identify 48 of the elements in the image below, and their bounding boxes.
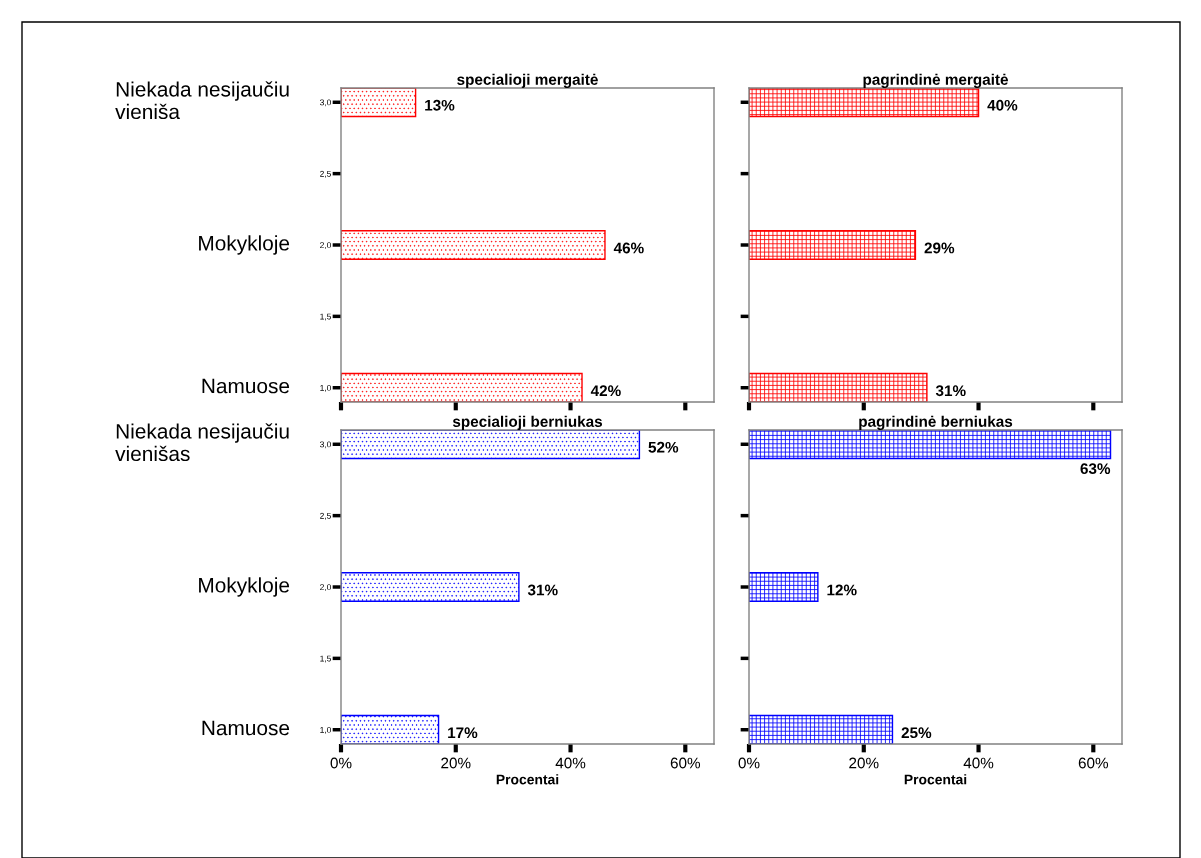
x-tick-label: 0% — [330, 757, 352, 769]
x-tick-label: 20% — [441, 757, 471, 769]
x-tick-label: 60% — [670, 757, 701, 769]
y-tick-label: 2,5 — [320, 170, 331, 178]
text: Namuose — [202, 720, 290, 736]
text: Mokykloje — [199, 577, 290, 597]
data-label: 31% — [935, 385, 966, 397]
y-tick-label: 1,0 — [320, 384, 331, 392]
text: Mokykloje — [199, 235, 290, 255]
data-label: 29% — [924, 242, 955, 254]
bar — [341, 572, 520, 602]
y-tick-label: 3,0 — [320, 441, 331, 449]
x-tick-label: 40% — [963, 757, 994, 769]
x-tick-label: 40% — [555, 757, 586, 769]
bar — [341, 430, 641, 460]
y-tick-label: 1,5 — [320, 313, 331, 321]
data-label: 25% — [901, 727, 932, 739]
data-label: 52% — [648, 441, 679, 453]
data-label: 12% — [827, 584, 857, 596]
data-label: 46% — [613, 242, 644, 254]
text: Namuose — [202, 378, 290, 394]
data-label: 17% — [448, 727, 478, 739]
x-tick-label: 20% — [849, 757, 879, 769]
y-tick-label: 3,0 — [320, 99, 331, 107]
y-tick-label: 1,0 — [320, 726, 331, 734]
x-tick-label: 60% — [1078, 757, 1109, 769]
chart-title: pagrindinė berniukas — [859, 415, 1013, 430]
data-label: 13% — [425, 99, 455, 111]
x-axis-title: Procentai — [904, 774, 967, 785]
data-label: 31% — [527, 584, 558, 596]
x-tick-label: 0% — [738, 757, 760, 769]
bar — [341, 714, 440, 744]
data-label: 63% — [1080, 463, 1111, 475]
y-tick-label: 1,5 — [320, 655, 331, 663]
chart-title: specialioji mergaitė — [457, 73, 598, 88]
data-label: 40% — [987, 99, 1018, 111]
data-label: 42% — [590, 385, 621, 397]
y-tick-label: 2,5 — [320, 512, 331, 520]
text: Niekada nesijaučiu vieniša — [115, 81, 289, 120]
y-tick-label: 2,0 — [320, 584, 331, 592]
x-axis-title: Procentai — [496, 774, 559, 785]
chart-title: specialioji berniukas — [452, 415, 603, 430]
chart-title: pagrindinė mergaitė — [863, 73, 1008, 88]
bar — [749, 430, 1112, 460]
bar — [749, 714, 894, 744]
y-tick-label: 2,0 — [320, 242, 331, 250]
bar — [749, 572, 819, 602]
text: Niekada nesijaučiu vienišas — [115, 423, 289, 462]
